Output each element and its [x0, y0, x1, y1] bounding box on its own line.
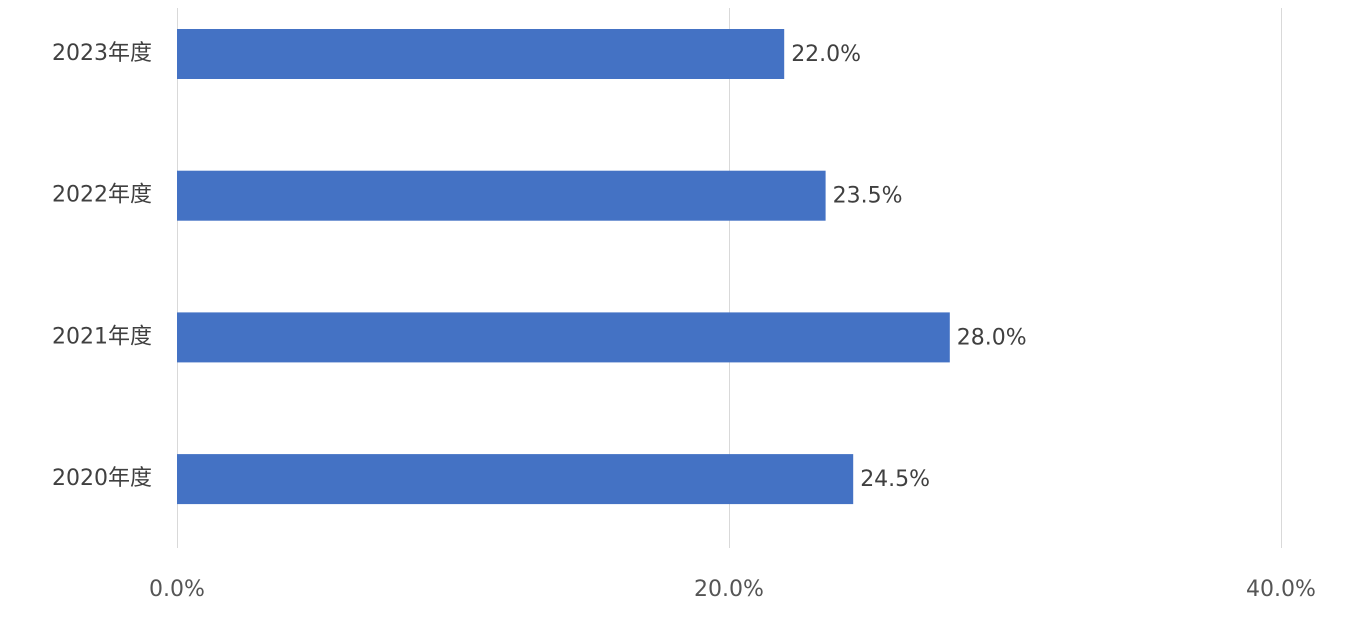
x-tick-label: 40.0%	[1246, 577, 1316, 602]
bar	[177, 170, 826, 221]
category-label: 2022年度	[52, 183, 152, 208]
bar	[177, 29, 785, 79]
data-label: 28.0%	[957, 325, 1027, 350]
x-tick-label: 0.0%	[149, 577, 205, 602]
category-labels: 2023年度 2022年度 2021年度 2020年度	[52, 41, 152, 491]
data-label: 23.5%	[833, 184, 903, 209]
x-axis-tick-labels: 0.0% 20.0% 40.0%	[149, 577, 1316, 602]
bars	[177, 29, 950, 505]
bar	[177, 454, 854, 505]
data-label: 24.5%	[860, 467, 930, 492]
category-label: 2020年度	[52, 466, 152, 491]
bar	[177, 312, 950, 363]
x-tick-label: 20.0%	[694, 577, 764, 602]
data-label: 22.0%	[791, 42, 861, 67]
data-labels: 22.0% 23.5% 28.0% 24.5%	[791, 42, 1026, 492]
category-label: 2021年度	[52, 324, 152, 349]
category-label: 2023年度	[52, 41, 152, 66]
